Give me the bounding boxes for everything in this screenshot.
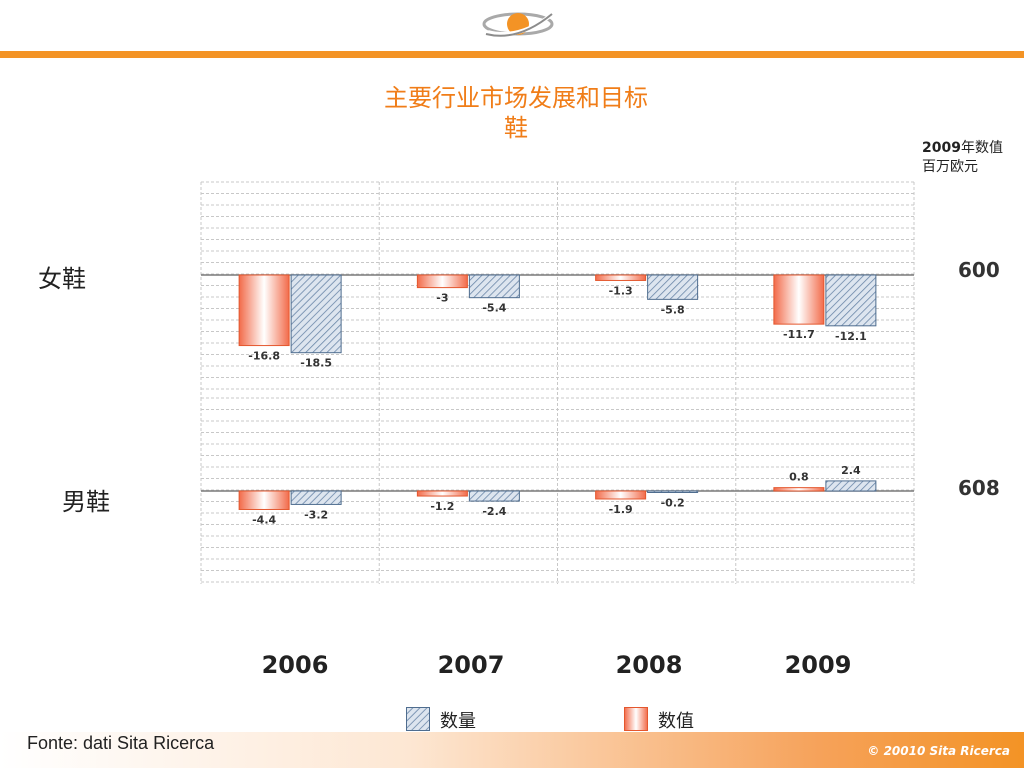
value-bar-2009 <box>773 487 825 492</box>
year-label-2009: 2009 <box>784 651 852 679</box>
legend-label-quantity: 数量 <box>440 711 476 732</box>
value-data-label-2008: -1.3 <box>609 284 633 297</box>
value-bar-2007 <box>416 274 468 289</box>
unit-line-1: 年数值 <box>960 140 1003 156</box>
quantity-bar-2009 <box>825 274 877 327</box>
panel-total-men: 608 <box>958 476 1000 500</box>
value-data-label-2008: -1.9 <box>609 503 633 516</box>
unit-line-2: 百万欧元 <box>922 159 978 175</box>
chart-title-line-1: 主要行业市场发展和目标 <box>384 84 648 112</box>
value-bar-2009 <box>773 274 825 325</box>
footer-bar <box>0 732 1024 768</box>
value-data-label-2007: -1.2 <box>430 500 454 513</box>
value-bar-2008 <box>595 274 647 281</box>
unit-note: 2009年数值 百万欧元 <box>922 139 1003 177</box>
legend-label-value: 数值 <box>658 711 694 732</box>
panel-total-women: 600 <box>958 258 1000 282</box>
value-data-label-2007: -3 <box>436 292 448 305</box>
panel-label-women: 女鞋 <box>38 265 86 293</box>
value-data-label-2006: -16.8 <box>248 350 280 363</box>
company-logo <box>482 12 554 37</box>
year-label-2006: 2006 <box>261 651 329 679</box>
quantity-bar-2006 <box>290 274 342 354</box>
quantity-data-label-2007: -5.4 <box>482 302 506 315</box>
value-bar-2006 <box>238 490 290 510</box>
value-bar-2007 <box>416 490 468 497</box>
quantity-bar-2008 <box>647 490 699 493</box>
quantity-bar-2007 <box>468 490 520 502</box>
year-label-2007: 2007 <box>437 651 505 679</box>
value-bar-2008 <box>595 490 647 500</box>
quantity-data-label-2006: -18.5 <box>300 357 332 370</box>
quantity-data-label-2008: -5.8 <box>661 303 685 316</box>
quantity-data-label-2008: -0.2 <box>661 497 685 510</box>
top-accent-rule <box>0 51 1024 58</box>
quantity-bar-2008 <box>647 274 699 300</box>
quantity-bar-2009 <box>825 480 877 492</box>
quantity-data-label-2006: -3.2 <box>304 508 328 521</box>
unit-year: 2009 <box>922 140 961 156</box>
quantity-bar-2006 <box>290 490 342 505</box>
value-data-label-2009: -11.7 <box>783 328 815 341</box>
quantity-data-label-2007: -2.4 <box>482 505 506 518</box>
legend-swatch-value <box>624 707 648 731</box>
value-bar-2006 <box>238 274 290 347</box>
quantity-bar-2007 <box>468 274 520 299</box>
chart-title-line-2: 鞋 <box>504 114 528 142</box>
chart-title: 主要行业市场发展和目标 鞋 <box>316 83 716 143</box>
value-data-label-2009: 0.8 <box>789 471 809 484</box>
legend-swatch-quantity <box>406 707 430 731</box>
copyright-note: © 20010 Sita Ricerca <box>867 744 1010 758</box>
quantity-data-label-2009: -12.1 <box>835 330 867 343</box>
value-data-label-2006: -4.4 <box>252 513 276 526</box>
quantity-data-label-2009: 2.4 <box>841 464 861 477</box>
panel-label-men: 男鞋 <box>62 488 110 516</box>
source-note: Fonte: dati Sita Ricerca <box>27 733 215 753</box>
year-label-2008: 2008 <box>615 651 683 679</box>
